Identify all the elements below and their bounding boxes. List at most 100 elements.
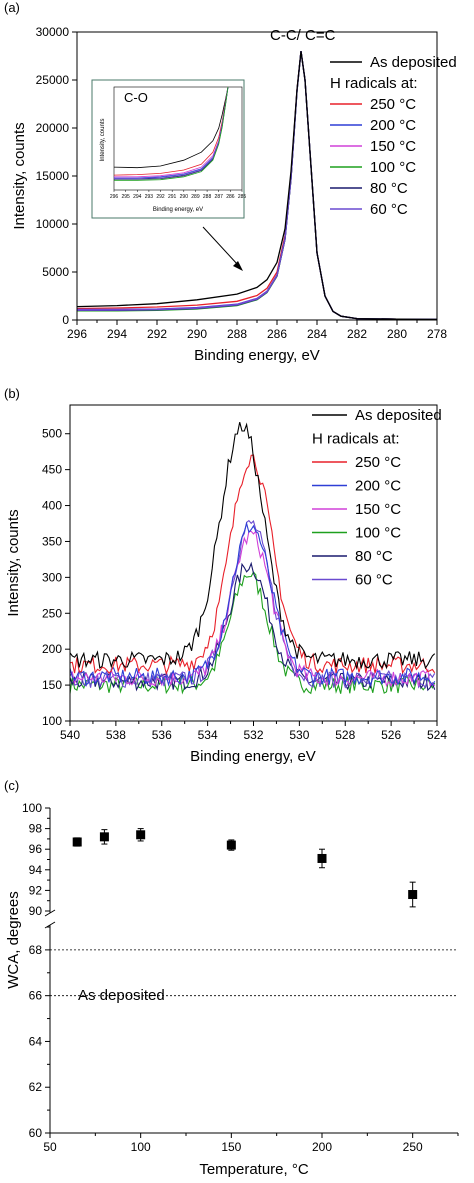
panel-b-xtick-label: 528 bbox=[335, 728, 355, 742]
panel-c-label: (c) bbox=[4, 778, 19, 793]
panel-b-xtick-label: 532 bbox=[243, 728, 263, 742]
panel-b-ylabel: Intensity, counts bbox=[5, 509, 22, 616]
panel-b-legend-entry: 60 °C bbox=[355, 572, 393, 589]
panel-a-legend-entry: As deposited bbox=[370, 54, 457, 71]
panel-a-xtick-label: 296 bbox=[67, 327, 87, 341]
panel-a-legend-entry: 60 °C bbox=[370, 201, 408, 218]
panel-c-ytick-label: 96 bbox=[29, 842, 43, 856]
panel-b-ytick-label: 500 bbox=[42, 427, 62, 441]
panel-a-peak-annotation: C-C/ C=C bbox=[270, 27, 336, 44]
panel-a-xtick-label: 294 bbox=[107, 327, 127, 341]
panel-a-ytick-label: 0 bbox=[62, 313, 69, 327]
panel-b-series-line bbox=[69, 530, 436, 688]
panel-b-series-line bbox=[69, 521, 436, 687]
inset-label: C-O bbox=[124, 90, 148, 105]
panel-c-xtick-label: 100 bbox=[131, 1140, 151, 1154]
panel-a-legend-title: H radicals at: bbox=[330, 75, 418, 92]
panel-c-ylabel: WCA, degrees bbox=[5, 891, 22, 989]
axis-break-mark bbox=[44, 921, 56, 929]
panel-a-ytick-label: 20000 bbox=[36, 121, 70, 135]
panel-b-xtick-label: 524 bbox=[427, 728, 447, 742]
inset-xtick-label: 295 bbox=[121, 194, 130, 200]
panel-a-legend-entry: 200 °C bbox=[370, 117, 416, 134]
inset-series-line bbox=[113, 86, 229, 169]
panel-a-xtick-label: 290 bbox=[187, 327, 207, 341]
panel-b-xtick-label: 534 bbox=[198, 728, 218, 742]
panel-c-ytick-label: 94 bbox=[29, 863, 43, 877]
panel-b-ytick-label: 200 bbox=[42, 642, 62, 656]
panel-a-legend-entry: 150 °C bbox=[370, 138, 416, 155]
panel-c-ytick-label: 98 bbox=[29, 822, 43, 836]
panel-c-ytick-label: 66 bbox=[29, 989, 43, 1003]
panel-b-legend-entry: 200 °C bbox=[355, 478, 401, 495]
panel-b-series-line bbox=[69, 422, 436, 671]
inset-xtick-label: 288 bbox=[203, 194, 212, 200]
panel-b-ytick-label: 400 bbox=[42, 499, 62, 513]
panel-a-xtick-label: 282 bbox=[347, 327, 367, 341]
panel-a-xtick-label: 292 bbox=[147, 327, 167, 341]
inset-xtick-label: 294 bbox=[133, 194, 142, 200]
panel-a-xlabel: Binding energy, eV bbox=[194, 347, 320, 364]
inset-xtick-label: 289 bbox=[191, 194, 200, 200]
data-point bbox=[226, 840, 236, 850]
panel-a-xtick-label: 286 bbox=[267, 327, 287, 341]
data-point bbox=[136, 830, 146, 840]
panel-a-inset: 296 295 294 293 292 291 290 289 288 287 286 285 C-O… bbox=[91, 79, 247, 219]
reference-band-label: As deposited bbox=[78, 987, 165, 1004]
data-point bbox=[408, 890, 418, 900]
inset-xtick-label: 291 bbox=[168, 194, 177, 200]
inset-xlabel: Binding energy, eV bbox=[153, 207, 203, 213]
panel-b-series-line bbox=[69, 454, 436, 676]
panel-a: (a) 296 294 292 290 288 286 284 282 280 278 0 5000 1… bbox=[4, 0, 457, 364]
panel-b-xtick-label: 526 bbox=[381, 728, 401, 742]
panel-b-xtick-label: 530 bbox=[289, 728, 309, 742]
panel-a-series-line bbox=[76, 51, 438, 321]
panel-b-legend-title: H radicals at: bbox=[312, 431, 400, 448]
panel-a-ytick-label: 15000 bbox=[36, 169, 70, 183]
panel-b-ytick-label: 250 bbox=[42, 606, 62, 620]
panel-b-legend-entry: 250 °C bbox=[355, 454, 401, 471]
panel-b-ytick-label: 450 bbox=[42, 463, 62, 477]
panel-b-xlabel: Binding energy, eV bbox=[190, 748, 316, 765]
panel-a-legend-entry: 80 °C bbox=[370, 180, 408, 197]
panel-b-legend-entry: 80 °C bbox=[355, 548, 393, 565]
data-point bbox=[99, 832, 109, 842]
panel-a-legend-entry: 100 °C bbox=[370, 159, 416, 176]
panel-c-xtick-label: 50 bbox=[43, 1140, 57, 1154]
inset-xtick-label: 285 bbox=[238, 194, 247, 200]
panel-c-ytick-label: 90 bbox=[29, 904, 43, 918]
panel-b-xtick-label: 540 bbox=[60, 728, 80, 742]
inset-xtick-label: 290 bbox=[180, 194, 189, 200]
panel-c-ytick-label: 92 bbox=[29, 883, 43, 897]
panel-b-legend-entry: 100 °C bbox=[355, 525, 401, 542]
panel-c: (c) 90 92 94 96 98 100 60 62 64 66 68 50 100 150 200 25… bbox=[4, 778, 459, 1178]
inset-xtick-label: 286 bbox=[226, 194, 235, 200]
axis-break-mark bbox=[44, 909, 56, 917]
panel-b: (b) 540 538 536 534 532 530 528 526 524 100 150 200… bbox=[4, 386, 447, 765]
panel-a-ytick-label: 5000 bbox=[42, 265, 69, 279]
panel-b-ytick-label: 100 bbox=[42, 714, 62, 728]
inset-xtick-label: 292 bbox=[156, 194, 165, 200]
inset-ylabel: Intensity, counts bbox=[100, 119, 106, 162]
inset-arrow bbox=[202, 226, 243, 271]
panel-a-legend-entry: 250 °C bbox=[370, 96, 416, 113]
panel-a-xtick-label: 280 bbox=[387, 327, 407, 341]
panel-b-legend-entry: As deposited bbox=[355, 407, 442, 424]
inset-series-line bbox=[114, 86, 229, 181]
panel-b-ytick-label: 350 bbox=[42, 534, 62, 548]
data-point bbox=[317, 853, 327, 863]
panel-c-ytick-label: 100 bbox=[22, 801, 42, 815]
panel-b-legend-entry: 150 °C bbox=[355, 501, 401, 518]
inset-xtick-label: 293 bbox=[145, 194, 154, 200]
inset-frame bbox=[113, 86, 243, 191]
data-point bbox=[72, 837, 82, 847]
panel-b-label: (b) bbox=[4, 386, 20, 401]
panel-c-xlabel: Temperature, °C bbox=[199, 1161, 309, 1178]
panel-a-xtick-label: 278 bbox=[427, 327, 447, 341]
panel-c-ytick-label: 68 bbox=[29, 943, 43, 957]
panel-b-ytick-label: 150 bbox=[42, 678, 62, 692]
panel-b-xtick-label: 538 bbox=[106, 728, 126, 742]
panel-a-ytick-label: 30000 bbox=[36, 25, 70, 39]
panel-a-xtick-label: 288 bbox=[227, 327, 247, 341]
